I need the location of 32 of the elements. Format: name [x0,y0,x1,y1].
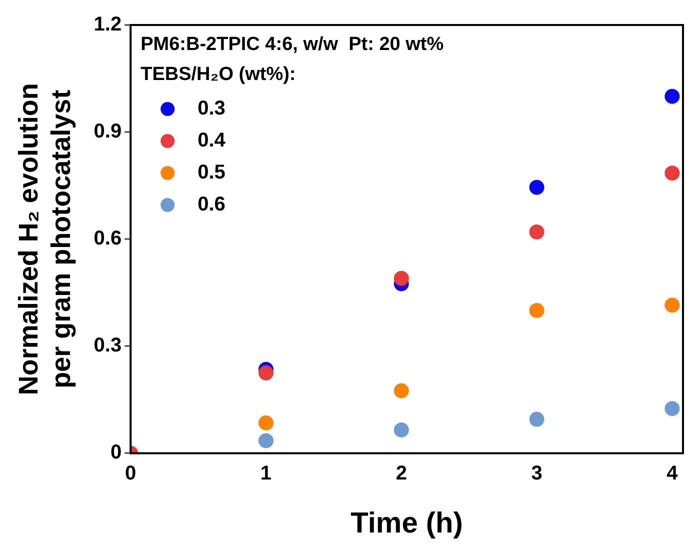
legend-label: 0.3 [198,98,226,120]
point [529,224,544,240]
legend-label: 0.5 [198,162,226,184]
x-tick-label: 3 [531,462,542,485]
y-tick-label: 0.9 [94,120,122,143]
point [664,401,680,416]
x-tick-label: 0 [125,462,136,485]
point [529,302,544,318]
y-tick-label: 1.2 [94,14,122,36]
x-tick-label: 1 [260,462,272,485]
point [529,180,544,195]
point [529,412,544,427]
x-axis-title: Time (h) [350,508,463,540]
y-tick-label: 0 [110,442,122,464]
point [258,415,274,430]
point [258,365,274,380]
y-tick-label: 0.3 [94,334,122,357]
point [394,270,409,286]
point [664,88,680,104]
legend-label: 0.4 [198,130,226,152]
point [258,433,274,448]
y-axis-title: Normalized H₂ evolution per gram photocatalyst [14,83,76,396]
point [664,166,680,181]
annotation: PM6:B-2TPIC 4:6, w/w Pt: 20 wt% [140,34,444,56]
x-tick-label: 4 [666,462,679,485]
legend-label: 0.6 [198,194,226,216]
point [394,383,409,398]
point [394,422,409,438]
point [664,298,680,313]
legend-title: TEBS/H₂O (wt%): [140,64,296,86]
y-tick-label: 0.6 [94,228,122,250]
x-tick-label: 2 [396,462,407,485]
